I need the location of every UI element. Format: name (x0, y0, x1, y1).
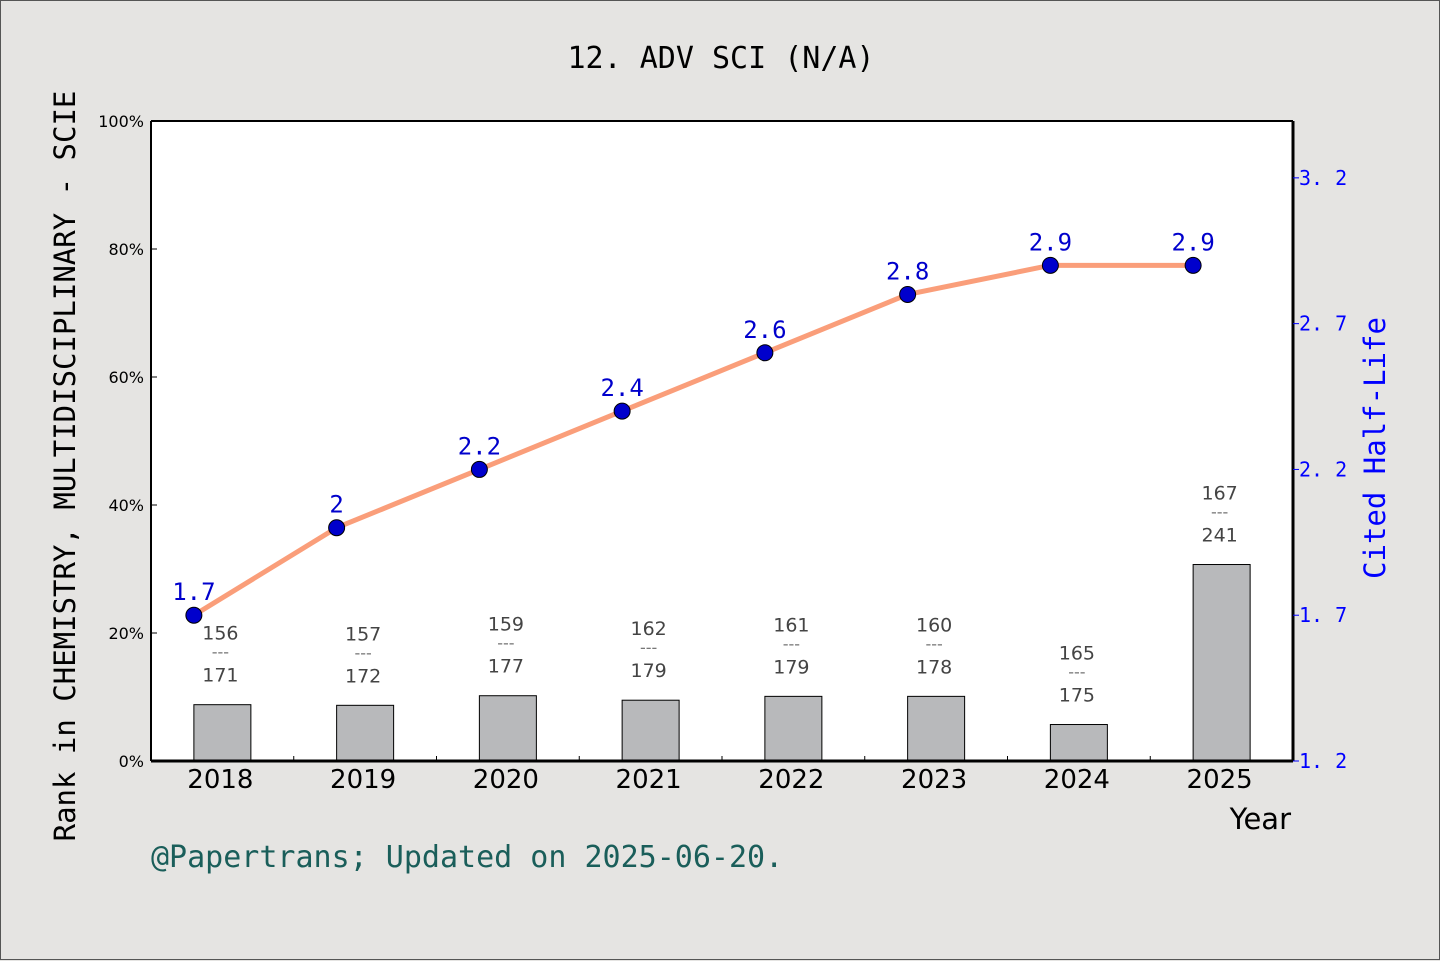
bar-rank-label: 167 (1201, 483, 1237, 505)
x-tick-label: 2025 (1187, 765, 1253, 795)
y-right-tick-label: 1. 7 (1299, 603, 1347, 627)
bar (193, 704, 252, 762)
bar (621, 699, 680, 762)
plot-area (151, 121, 1293, 761)
line-value-label: 2.2 (458, 432, 501, 460)
y-left-tick-label: 60% (108, 368, 144, 387)
bar-total-label: 179 (630, 660, 666, 682)
bar-rank-label: 157 (345, 623, 381, 645)
bar-separator: --- (354, 643, 371, 662)
bar-separator: --- (212, 643, 229, 662)
y-left-tick-label: 20% (108, 624, 144, 643)
x-tick-label: 2021 (616, 765, 682, 795)
y-left-tick-label: 80% (108, 240, 144, 259)
line-point (613, 402, 631, 420)
line-value-label: 2 (329, 491, 343, 519)
line-point (328, 519, 346, 537)
bar-rank-label: 160 (916, 614, 952, 636)
bar (336, 704, 395, 762)
bar-separator: --- (640, 638, 657, 657)
footer-credit: @Papertrans; Updated on 2025-06-20. (151, 840, 783, 875)
line-value-label: 2.8 (886, 257, 929, 285)
bar-separator: --- (1068, 663, 1085, 682)
line-point (1184, 256, 1202, 274)
bar-separator: --- (783, 634, 800, 653)
bar-separator: --- (1211, 503, 1228, 522)
bar (764, 695, 823, 762)
bar-rank-label: 156 (202, 623, 238, 645)
y-left-tick-label: 0% (119, 752, 144, 771)
line-value-label: 2.4 (600, 374, 643, 402)
x-tick-label: 2023 (901, 765, 967, 795)
y-right-tick-label: 1. 2 (1299, 749, 1347, 773)
x-tick-label: 2018 (187, 765, 253, 795)
y-axis-left-label: Rank in CHEMISTRY, MULTIDISCIPLINARY - S… (48, 91, 82, 842)
x-tick-label: 2022 (758, 765, 824, 795)
y-left-tick-label: 100% (98, 112, 144, 131)
bar (907, 695, 966, 762)
x-tick-label: 2020 (473, 765, 539, 795)
x-tick-label: 2024 (1044, 765, 1110, 795)
bar-total-label: 179 (773, 656, 809, 678)
line-point (185, 606, 203, 624)
bar-rank-label: 165 (1059, 643, 1095, 665)
chart-title: 12. ADV SCI (N/A) (567, 41, 874, 76)
y-right-tick-label: 2. 7 (1299, 312, 1347, 336)
bar-total-label: 171 (202, 665, 238, 687)
y-left-tick-label: 40% (108, 496, 144, 515)
bar-total-label: 172 (345, 665, 381, 687)
bar-rank-label: 162 (630, 618, 666, 640)
line-value-label: 1.7 (172, 578, 215, 606)
bar-total-label: 175 (1059, 685, 1095, 707)
bar (1049, 724, 1108, 762)
bar-separator: --- (497, 634, 514, 653)
line-value-label: 2.9 (1171, 228, 1214, 256)
x-tick-label: 2019 (330, 765, 396, 795)
line-series (192, 262, 1194, 618)
bar-total-label: 177 (488, 656, 524, 678)
y-right-tick-label: 2. 2 (1299, 457, 1347, 481)
y-right-tick-label: 3. 2 (1299, 166, 1347, 190)
y-axis-right-label: Cited Half-Life (1358, 317, 1392, 579)
bar-total-label: 241 (1201, 525, 1237, 547)
bar-total-label: 178 (916, 656, 952, 678)
line-point (1041, 256, 1059, 274)
x-axis-label: Year (1229, 802, 1291, 836)
line-value-label: 2.6 (743, 316, 786, 344)
bar (478, 695, 537, 762)
line-point (899, 285, 917, 303)
bar-separator: --- (925, 634, 942, 653)
line-point (470, 460, 488, 478)
bar (1192, 564, 1251, 762)
line-point (756, 344, 774, 362)
bar-rank-label: 159 (488, 614, 524, 636)
bar-rank-label: 161 (773, 614, 809, 636)
line-value-label: 2.9 (1029, 228, 1072, 256)
